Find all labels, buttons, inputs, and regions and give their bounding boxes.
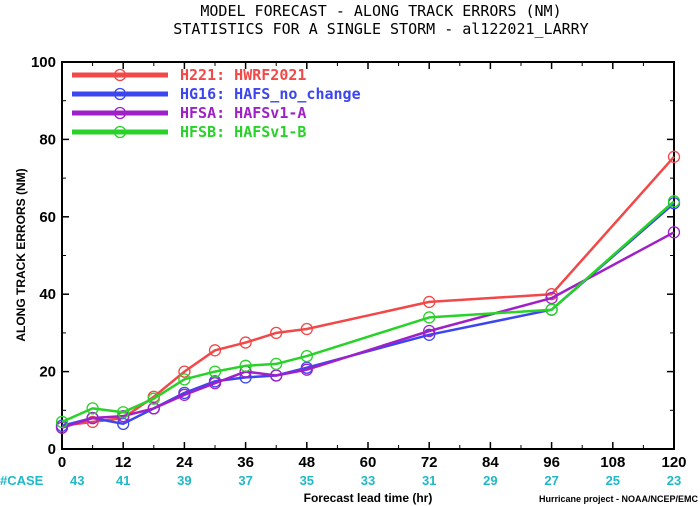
- chart-title-line-2: STATISTICS FOR A SINGLE STORM - al122021…: [173, 20, 588, 38]
- series-point-0: [239, 336, 252, 349]
- credit-text: Hurricane project - NOAA/NCEP/EMC: [539, 494, 699, 504]
- chart-title-line-1: MODEL FORECAST - ALONG TRACK ERRORS (NM): [200, 2, 561, 20]
- y-tick-label: 60: [39, 209, 56, 226]
- series-point-2: [55, 421, 69, 434]
- series-point-0: [178, 365, 191, 378]
- series-point-3: [55, 415, 69, 429]
- series-point-0: [208, 344, 222, 357]
- y-tick-label: 100: [31, 54, 56, 71]
- series-point-0: [667, 150, 681, 163]
- legend-label-0: H221: HWRF2021: [180, 66, 306, 84]
- series-point-3: [270, 357, 283, 371]
- x-tick-label: 0: [58, 454, 66, 471]
- series-point-0: [270, 326, 283, 340]
- x-tick-label: 120: [661, 454, 686, 471]
- case-count: 25: [606, 473, 620, 488]
- x-tick-label: 96: [543, 454, 560, 471]
- y-tick-label: 20: [39, 364, 56, 381]
- x-tick-label: 48: [298, 454, 315, 471]
- series-point-1: [423, 328, 436, 341]
- series-point-2: [667, 226, 681, 239]
- y-tick-label: 80: [39, 131, 56, 148]
- case-count: 31: [422, 473, 436, 488]
- case-count: 41: [116, 473, 130, 488]
- series-line-3: [61, 200, 675, 424]
- x-tick-label: 24: [176, 454, 193, 471]
- series-point-3: [147, 392, 160, 405]
- x-tick-label: 60: [360, 454, 377, 471]
- series-point-3: [545, 303, 558, 316]
- x-tick-label: 12: [115, 454, 132, 471]
- case-count: 23: [667, 473, 681, 488]
- series-point-2: [147, 402, 160, 415]
- y-axis-label: ALONG TRACK ERRORS (NM): [14, 168, 28, 341]
- y-tick-label: 40: [39, 286, 56, 303]
- series-point-2: [178, 388, 191, 401]
- series-point-2: [86, 411, 99, 425]
- series-point-2: [117, 409, 130, 423]
- x-tick-label: 84: [482, 454, 499, 471]
- legend-marker-3: [113, 125, 127, 139]
- series-point-3: [86, 402, 99, 415]
- series-point-0: [86, 415, 99, 429]
- series-point-3: [239, 359, 252, 372]
- x-tick-label: 108: [600, 454, 625, 471]
- series-point-0: [300, 322, 313, 336]
- y-tick-label: 0: [48, 441, 56, 458]
- case-count: 35: [300, 473, 314, 488]
- series-point-2: [423, 324, 436, 338]
- legend-marker-2: [113, 106, 127, 120]
- series-line-0: [61, 155, 675, 428]
- x-tick-label: 36: [237, 454, 254, 471]
- legend-marker-0: [113, 68, 127, 82]
- series-point-3: [423, 311, 436, 324]
- case-count: 37: [238, 473, 252, 488]
- legend-marker-1: [113, 87, 127, 101]
- legend-label-2: HFSA: HAFSv1-A: [180, 104, 306, 122]
- series-point-3: [667, 195, 681, 208]
- case-count: 43: [70, 473, 84, 488]
- case-count: 27: [544, 473, 558, 488]
- series-point-3: [117, 406, 130, 419]
- legend-label-3: HFSB: HAFSv1-B: [180, 123, 306, 141]
- x-axis-label: Forecast lead time (hr): [304, 491, 433, 505]
- series-point-3: [208, 365, 222, 378]
- case-label: #CASE: [0, 473, 44, 488]
- x-tick-label: 72: [421, 454, 438, 471]
- case-count: 39: [177, 473, 191, 488]
- series-point-3: [178, 373, 191, 386]
- legend-label-1: HG16: HAFS_no_change: [180, 85, 361, 103]
- case-count: 33: [361, 473, 375, 488]
- series-point-2: [300, 363, 313, 376]
- case-count: 29: [483, 473, 497, 488]
- series-point-0: [423, 295, 436, 309]
- series-point-3: [300, 349, 313, 363]
